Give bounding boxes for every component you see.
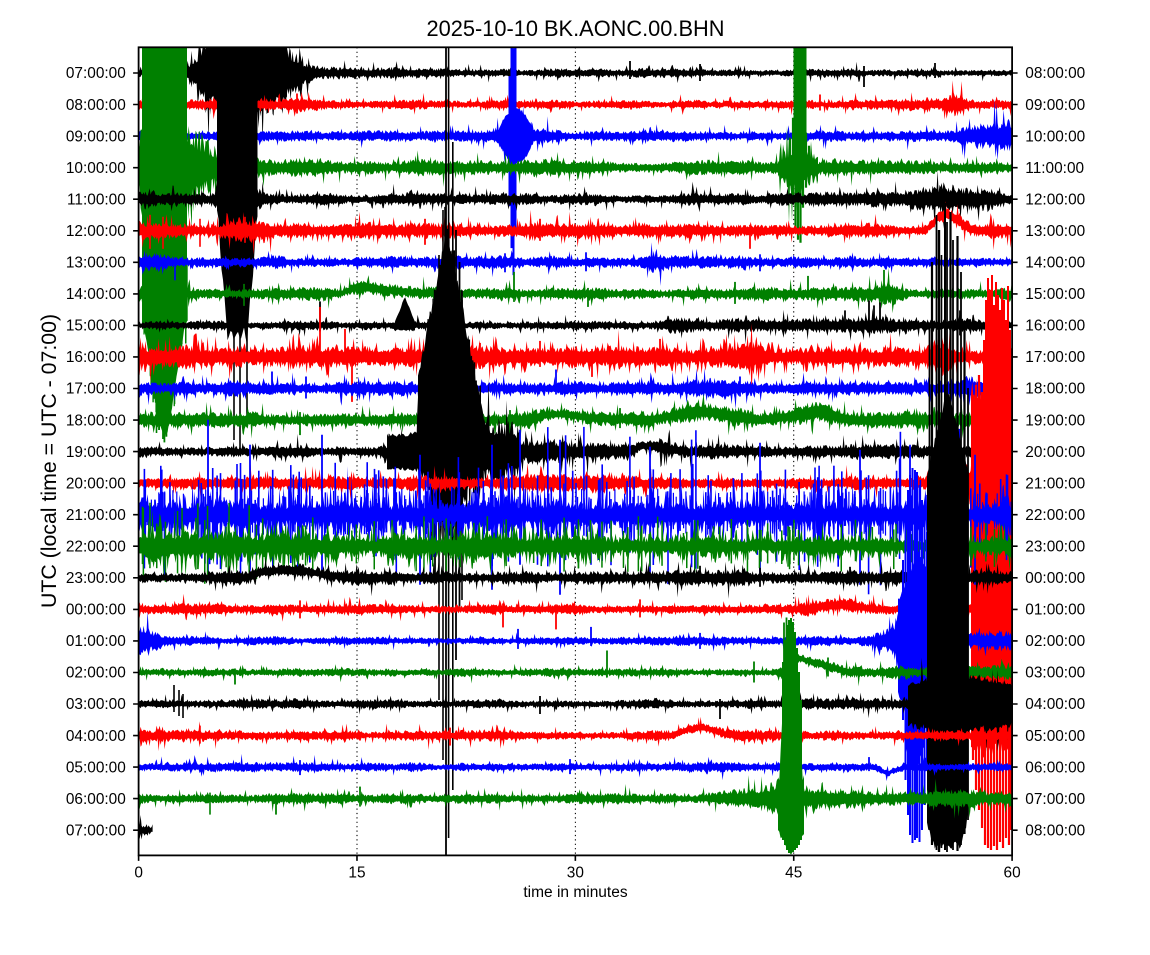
svg-text:17:00:00: 17:00:00 xyxy=(66,381,126,398)
svg-text:10:00:00: 10:00:00 xyxy=(66,160,126,177)
svg-text:15: 15 xyxy=(348,864,365,881)
svg-text:00:00:00: 00:00:00 xyxy=(66,602,126,619)
svg-text:15:00:00: 15:00:00 xyxy=(66,318,126,335)
svg-text:30: 30 xyxy=(567,864,584,881)
svg-text:00:00:00: 00:00:00 xyxy=(1025,570,1085,587)
svg-text:07:00:00: 07:00:00 xyxy=(1025,791,1085,808)
svg-text:12:00:00: 12:00:00 xyxy=(1025,191,1085,208)
svg-text:11:00:00: 11:00:00 xyxy=(67,191,126,208)
svg-text:03:00:00: 03:00:00 xyxy=(1025,665,1085,682)
svg-text:20:00:00: 20:00:00 xyxy=(66,475,126,492)
svg-text:18:00:00: 18:00:00 xyxy=(66,412,126,429)
svg-text:20:00:00: 20:00:00 xyxy=(1025,444,1085,461)
svg-text:14:00:00: 14:00:00 xyxy=(1025,255,1085,272)
svg-text:02:00:00: 02:00:00 xyxy=(1025,633,1085,650)
svg-text:08:00:00: 08:00:00 xyxy=(66,97,126,114)
svg-text:19:00:00: 19:00:00 xyxy=(66,444,126,461)
svg-text:time in minutes: time in minutes xyxy=(523,884,627,901)
svg-text:22:00:00: 22:00:00 xyxy=(66,538,126,555)
svg-text:08:00:00: 08:00:00 xyxy=(1025,822,1085,839)
svg-text:05:00:00: 05:00:00 xyxy=(66,759,126,776)
svg-text:21:00:00: 21:00:00 xyxy=(1025,475,1085,492)
svg-text:01:00:00: 01:00:00 xyxy=(1025,602,1085,619)
svg-text:13:00:00: 13:00:00 xyxy=(66,255,126,272)
svg-text:06:00:00: 06:00:00 xyxy=(1025,759,1085,776)
svg-text:2025-10-10 BK.AONC.00.BHN: 2025-10-10 BK.AONC.00.BHN xyxy=(426,16,724,41)
svg-text:09:00:00: 09:00:00 xyxy=(66,128,126,145)
svg-text:16:00:00: 16:00:00 xyxy=(1025,318,1085,335)
svg-text:15:00:00: 15:00:00 xyxy=(1025,286,1085,303)
svg-text:12:00:00: 12:00:00 xyxy=(66,223,126,240)
svg-text:08:00:00: 08:00:00 xyxy=(1025,65,1085,82)
svg-text:05:00:00: 05:00:00 xyxy=(1025,728,1085,745)
svg-text:19:00:00: 19:00:00 xyxy=(1025,412,1085,429)
svg-text:04:00:00: 04:00:00 xyxy=(1025,696,1085,713)
svg-text:07:00:00: 07:00:00 xyxy=(66,65,126,82)
svg-text:04:00:00: 04:00:00 xyxy=(66,728,126,745)
svg-text:23:00:00: 23:00:00 xyxy=(66,570,126,587)
svg-text:13:00:00: 13:00:00 xyxy=(1025,223,1085,240)
svg-text:03:00:00: 03:00:00 xyxy=(66,696,126,713)
svg-text:02:00:00: 02:00:00 xyxy=(66,665,126,682)
svg-text:16:00:00: 16:00:00 xyxy=(66,349,126,366)
svg-text:UTC (local time = UTC - 07:00): UTC (local time = UTC - 07:00) xyxy=(37,314,61,608)
svg-text:18:00:00: 18:00:00 xyxy=(1025,381,1085,398)
svg-text:22:00:00: 22:00:00 xyxy=(1025,507,1085,524)
svg-text:10:00:00: 10:00:00 xyxy=(1025,128,1085,145)
svg-text:14:00:00: 14:00:00 xyxy=(66,286,126,303)
svg-text:60: 60 xyxy=(1004,864,1021,881)
svg-text:09:00:00: 09:00:00 xyxy=(1025,97,1085,114)
svg-text:23:00:00: 23:00:00 xyxy=(1025,538,1085,555)
svg-text:45: 45 xyxy=(785,864,802,881)
svg-text:06:00:00: 06:00:00 xyxy=(66,791,126,808)
svg-text:11:00:00: 11:00:00 xyxy=(1025,160,1084,177)
svg-text:07:00:00: 07:00:00 xyxy=(66,822,126,839)
svg-text:17:00:00: 17:00:00 xyxy=(1025,349,1085,366)
svg-text:01:00:00: 01:00:00 xyxy=(66,633,126,650)
svg-text:21:00:00: 21:00:00 xyxy=(66,507,126,524)
svg-text:0: 0 xyxy=(134,864,143,881)
